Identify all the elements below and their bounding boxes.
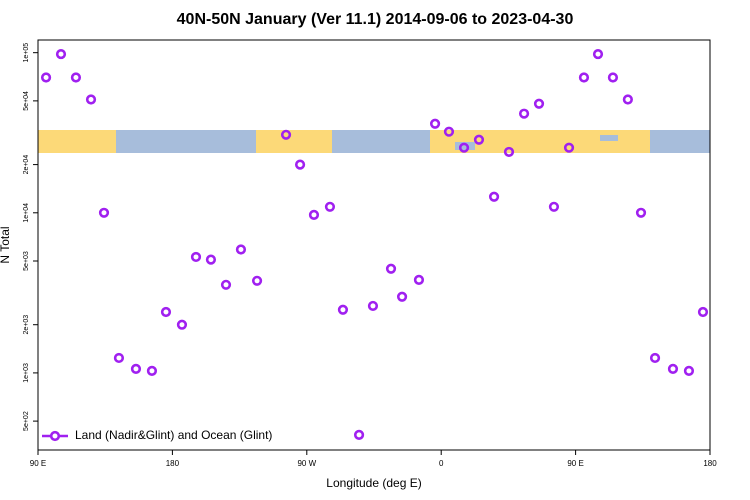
point (578, 72, 590, 83)
y-tick-label: 1e+04 (23, 203, 30, 223)
point (190, 251, 202, 263)
point (113, 352, 125, 364)
map-strip (38, 130, 710, 153)
x-tick-label: 180 (166, 459, 180, 468)
point (683, 365, 695, 376)
point (280, 129, 292, 140)
point (622, 94, 633, 105)
legend-label: Land (Nadir&Glint) and Ocean (Glint) (75, 428, 272, 442)
point (649, 352, 661, 364)
x-tick-label: 0 (439, 459, 444, 468)
point (443, 126, 455, 137)
point (98, 207, 110, 218)
point (220, 279, 232, 290)
point (518, 108, 530, 119)
y-tick-label: 2e+03 (23, 315, 30, 335)
point (324, 201, 336, 212)
x-tick-label: 180 (703, 459, 717, 468)
y-tick-label: 5e+03 (23, 251, 30, 271)
point (130, 363, 142, 374)
y-axis-label: N Total (0, 226, 12, 263)
point (235, 244, 247, 255)
point (251, 275, 263, 286)
point (367, 300, 379, 312)
point (55, 48, 67, 60)
point (503, 146, 515, 158)
point (70, 72, 82, 83)
point (396, 291, 408, 302)
point (294, 159, 306, 170)
point (667, 363, 679, 374)
point (458, 142, 470, 153)
point (697, 306, 709, 318)
y-tick-label: 5e+04 (23, 91, 30, 111)
x-tick-label: 90 E (30, 459, 46, 468)
chart-title: 40N-50N January (Ver 11.1) 2014-09-06 to… (177, 11, 574, 28)
point (413, 274, 425, 285)
point (337, 304, 349, 315)
legend-marker (49, 430, 61, 442)
point (353, 429, 365, 441)
point (429, 118, 441, 129)
y-tick-label: 2e+04 (23, 155, 30, 175)
point (146, 365, 158, 376)
y-tick-label: 5e+02 (23, 411, 30, 431)
point (176, 319, 188, 330)
point (488, 191, 500, 202)
point (533, 98, 545, 109)
point (607, 72, 619, 83)
x-axis-label: Longitude (deg E) (326, 476, 421, 490)
x-tick-label: 90 E (567, 459, 583, 468)
point (160, 306, 172, 318)
plot-frame (37, 39, 711, 451)
point (308, 209, 320, 221)
y-tick-label: 1e+05 (23, 43, 30, 63)
y-tick-label: 1e+03 (23, 363, 30, 383)
point (548, 201, 560, 212)
point (85, 94, 97, 105)
point (635, 207, 647, 218)
point (563, 142, 575, 153)
point (385, 263, 397, 274)
x-tick-label: 90 W (297, 459, 316, 468)
point (473, 134, 485, 145)
point (205, 254, 217, 265)
point (592, 48, 604, 60)
point (40, 72, 52, 83)
